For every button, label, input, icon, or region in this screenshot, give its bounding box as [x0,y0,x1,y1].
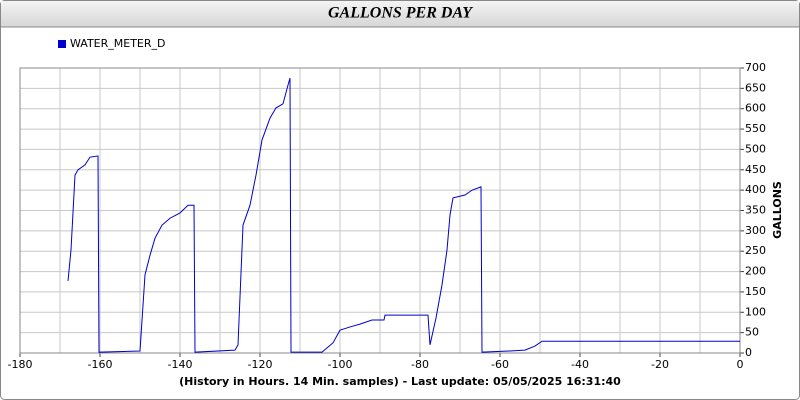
y-tick-label: 400 [745,183,766,196]
y-tick-label: 450 [745,163,766,176]
y-tick-label: 200 [745,265,766,278]
y-tick-label: 300 [745,224,766,237]
x-tick-label: -80 [411,358,429,371]
y-tick-label: 700 [745,61,766,74]
y-tick-label: 0 [745,346,752,359]
y-tick-label: 100 [745,305,766,318]
y-tick-label: 650 [745,81,766,94]
y-tick-label: 350 [745,204,766,217]
y-axis-label: GALLONS [771,181,784,239]
x-tick-label: -40 [571,358,589,371]
x-tick-label: 0 [737,358,744,371]
y-tick-label: 600 [745,102,766,115]
plot-border [19,67,741,354]
x-tick-label: -180 [8,358,33,371]
x-tick-label: -100 [328,358,353,371]
y-tick-label: 150 [745,285,766,298]
legend-swatch [58,40,66,48]
y-tick-label: 250 [745,244,766,257]
series-line [67,78,740,353]
y-tick-label: 500 [745,142,766,155]
legend-label: WATER_METER_D [70,37,165,50]
header [1,1,799,27]
chart-title: GALLONS PER DAY [328,5,473,22]
x-tick-label: -20 [651,358,669,371]
x-axis-label: (History in Hours. 14 Min. samples) - La… [179,375,621,388]
x-tick-label: -160 [88,358,113,371]
y-tick-label: 550 [745,122,766,135]
x-tick-label: -60 [491,358,509,371]
x-tick-label: -140 [168,358,193,371]
x-tick-label: -120 [248,358,273,371]
y-tick-label: 50 [745,326,759,339]
